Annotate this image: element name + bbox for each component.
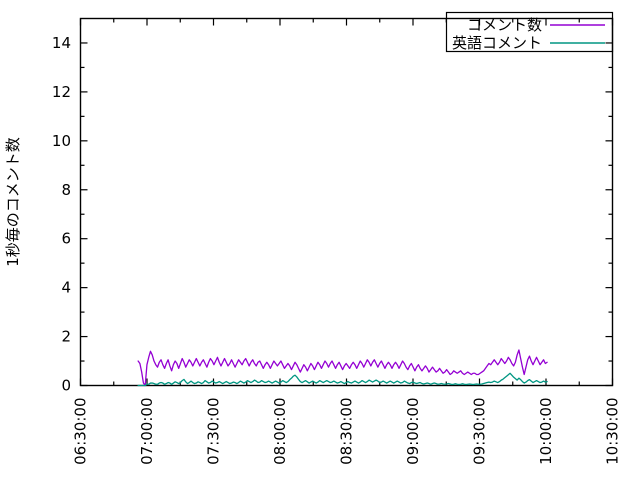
x-tick-label-2: 07:30:00 [205, 398, 223, 465]
series-line-comments [137, 349, 548, 387]
legend-border [445, 11, 614, 53]
y-tick-label-0: 0 [61, 377, 71, 395]
x-tick-label-0: 06:30:00 [72, 398, 90, 465]
legend-label-comments: コメント数 [467, 16, 542, 34]
plot-frame-border [79, 17, 614, 387]
y-tick-label-2: 4 [61, 279, 71, 297]
x-tick-label-3: 08:00:00 [271, 398, 289, 465]
y-axis-title: 1秒毎のコメント数 [4, 137, 22, 267]
y-tick-label-1: 2 [61, 328, 71, 346]
x-tick-label-5: 09:00:00 [404, 398, 422, 465]
y-tick-label-6: 12 [52, 83, 71, 101]
y-tick-label-3: 6 [61, 230, 71, 248]
y-tick-label-5: 10 [52, 132, 71, 150]
x-axis-tick-labels: 06:30:00 07:00:00 07:30:00 08:00:00 08:30:00… [72, 398, 622, 465]
x-tick-label-4: 08:30:00 [338, 398, 356, 465]
series-line-english-comments [137, 372, 548, 387]
x-tick-label-7: 10:00:00 [537, 398, 555, 465]
x-tick-label-1: 07:00:00 [138, 398, 156, 465]
y-tick-label-7: 14 [52, 34, 71, 52]
y-tick-label-4: 8 [61, 181, 71, 199]
x-tick-label-8: 10:30:00 [604, 398, 622, 465]
legend-label-english-comments: 英語コメント [452, 34, 542, 52]
x-tick-label-6: 09:30:00 [471, 398, 489, 465]
y-axis-tick-labels: 0 2 4 6 8 10 12 14 [52, 34, 71, 395]
data-series-group [137, 349, 548, 387]
